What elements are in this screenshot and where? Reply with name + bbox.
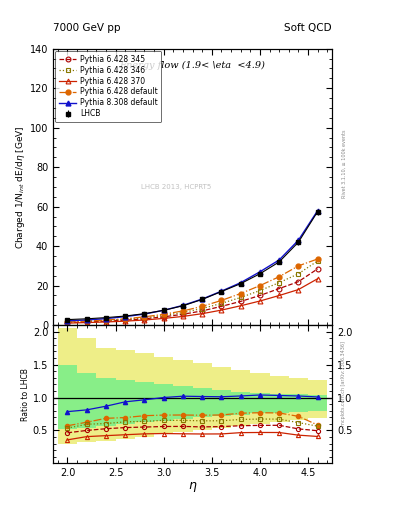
Pythia 6.428 370 xyxy=(257,298,262,304)
Pythia 6.428 default xyxy=(219,297,224,304)
Line: Pythia 6.428 default: Pythia 6.428 default xyxy=(65,257,320,325)
Pythia 6.428 370 xyxy=(142,317,147,323)
Pythia 6.428 default xyxy=(162,311,166,317)
Pythia 6.428 346 xyxy=(65,319,70,325)
Pythia 6.428 346 xyxy=(257,288,262,294)
Pythia 6.428 346 xyxy=(181,309,185,315)
Pythia 6.428 346 xyxy=(162,312,166,318)
Pythia 6.428 default xyxy=(277,273,281,280)
Pythia 6.428 346 xyxy=(123,316,128,323)
Pythia 6.428 345 xyxy=(162,314,166,320)
Pythia 6.428 default xyxy=(84,318,89,324)
Pythia 6.428 default xyxy=(315,256,320,262)
Pythia 6.428 370 xyxy=(200,311,204,317)
Pythia 6.428 345 xyxy=(219,303,224,309)
Pythia 6.428 345 xyxy=(200,308,204,314)
Pythia 6.428 default xyxy=(123,316,128,322)
Pythia 8.308 default xyxy=(104,315,108,322)
Y-axis label: Ratio to LHCB: Ratio to LHCB xyxy=(21,368,30,421)
Line: Pythia 8.308 default: Pythia 8.308 default xyxy=(65,208,320,323)
Pythia 6.428 370 xyxy=(238,303,243,309)
Pythia 6.428 346 xyxy=(200,306,204,312)
Pythia 6.428 346 xyxy=(296,271,301,277)
Pythia 6.428 default xyxy=(181,308,185,314)
Pythia 6.428 346 xyxy=(238,294,243,301)
Y-axis label: Charged 1/N$_{int}$ dE/d$\eta$ [GeV]: Charged 1/N$_{int}$ dE/d$\eta$ [GeV] xyxy=(14,125,27,249)
Pythia 6.428 default xyxy=(104,317,108,323)
Pythia 6.428 370 xyxy=(65,320,70,326)
Pythia 8.308 default xyxy=(181,302,185,308)
Pythia 6.428 346 xyxy=(315,258,320,264)
Pythia 6.428 370 xyxy=(315,275,320,282)
Text: mcplots.cern.ch [arXiv:1306.3436]: mcplots.cern.ch [arXiv:1306.3436] xyxy=(342,342,346,426)
Pythia 6.428 default xyxy=(142,314,147,320)
Pythia 6.428 345 xyxy=(65,319,70,326)
Pythia 6.428 default xyxy=(238,290,243,296)
Pythia 8.308 default xyxy=(200,296,204,302)
Text: Soft QCD: Soft QCD xyxy=(285,23,332,33)
Pythia 6.428 346 xyxy=(277,280,281,286)
Pythia 6.428 370 xyxy=(277,292,281,298)
Pythia 8.308 default xyxy=(142,311,147,317)
Pythia 6.428 370 xyxy=(162,315,166,322)
Pythia 6.428 345 xyxy=(315,266,320,272)
Pythia 6.428 345 xyxy=(142,316,147,322)
Pythia 6.428 345 xyxy=(84,319,89,325)
Pythia 6.428 346 xyxy=(219,301,224,307)
Text: 7000 GeV pp: 7000 GeV pp xyxy=(53,23,121,33)
Pythia 6.428 370 xyxy=(104,319,108,325)
Pythia 6.428 345 xyxy=(104,318,108,324)
Pythia 6.428 370 xyxy=(296,287,301,293)
Pythia 8.308 default xyxy=(162,307,166,313)
Pythia 6.428 345 xyxy=(257,292,262,298)
Legend: Pythia 6.428 345, Pythia 6.428 346, Pythia 6.428 370, Pythia 6.428 default, Pyth: Pythia 6.428 345, Pythia 6.428 346, Pyth… xyxy=(55,51,162,122)
Pythia 8.308 default xyxy=(238,280,243,286)
Pythia 8.308 default xyxy=(296,237,301,243)
Line: Pythia 6.428 370: Pythia 6.428 370 xyxy=(65,276,320,326)
Pythia 8.308 default xyxy=(277,257,281,263)
Pythia 8.308 default xyxy=(219,288,224,294)
Pythia 8.308 default xyxy=(123,313,128,319)
Text: Energy flow (1.9< \eta  <4.9): Energy flow (1.9< \eta <4.9) xyxy=(119,61,266,70)
Pythia 6.428 default xyxy=(257,283,262,289)
Line: Pythia 6.428 345: Pythia 6.428 345 xyxy=(65,266,320,325)
Text: Rivet 3.1.10, ≥ 100k events: Rivet 3.1.10, ≥ 100k events xyxy=(342,130,346,198)
Pythia 8.308 default xyxy=(65,318,70,324)
Pythia 6.428 370 xyxy=(84,319,89,326)
Pythia 6.428 345 xyxy=(296,279,301,285)
Pythia 6.428 370 xyxy=(123,318,128,324)
Pythia 8.308 default xyxy=(84,317,89,323)
Pythia 6.428 346 xyxy=(142,315,147,321)
Pythia 6.428 345 xyxy=(238,298,243,305)
Pythia 6.428 370 xyxy=(219,307,224,313)
Text: LHCB 2013, HCPRT5: LHCB 2013, HCPRT5 xyxy=(141,184,211,190)
Pythia 6.428 370 xyxy=(181,313,185,319)
Pythia 6.428 345 xyxy=(123,317,128,323)
Pythia 6.428 346 xyxy=(84,318,89,325)
Pythia 6.428 default xyxy=(65,319,70,325)
Line: Pythia 6.428 346: Pythia 6.428 346 xyxy=(65,259,320,325)
Pythia 6.428 345 xyxy=(277,286,281,292)
Pythia 8.308 default xyxy=(257,269,262,275)
Pythia 8.308 default xyxy=(315,207,320,214)
X-axis label: $\eta$: $\eta$ xyxy=(188,480,197,494)
Pythia 6.428 345 xyxy=(181,311,185,317)
Pythia 6.428 346 xyxy=(104,317,108,324)
Pythia 6.428 default xyxy=(296,263,301,269)
Pythia 6.428 default xyxy=(200,303,204,309)
